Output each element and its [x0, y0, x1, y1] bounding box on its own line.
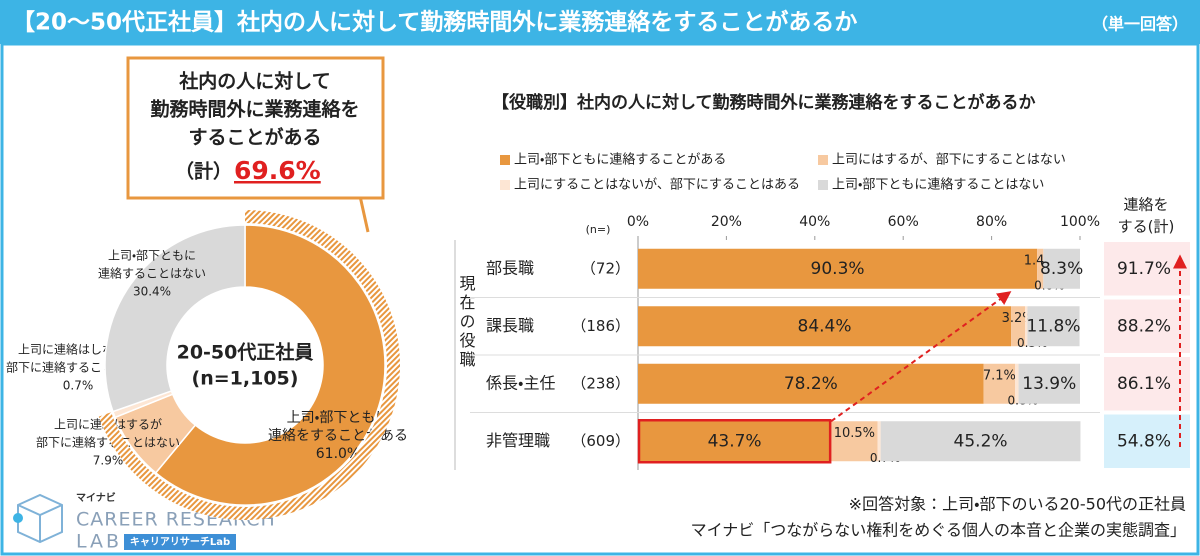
category-label: 課長職	[486, 316, 534, 335]
totals-cell	[1104, 357, 1190, 411]
y-axis-label: 現在の役職	[457, 275, 476, 370]
x-tick-label: 100%	[1060, 214, 1100, 230]
bar-segment	[1025, 306, 1028, 347]
logo: マイナビ CAREER RESEARCH LAB キャリアリサーチLab	[13, 491, 275, 553]
value-label: 90.3%	[811, 259, 865, 279]
sample-header: (n=)	[586, 223, 611, 236]
bar-segment	[1027, 306, 1080, 347]
value-label: 43.7%	[708, 431, 762, 451]
logo-cube	[17, 493, 63, 544]
bar-segment	[1018, 363, 1080, 404]
x-tick-label: 20%	[711, 214, 742, 230]
value-label: 45.2%	[954, 431, 1008, 451]
bar-segment	[1011, 306, 1026, 347]
bar-segment	[638, 421, 832, 462]
highlight-box	[637, 419, 832, 464]
callout-value: 69.6%	[234, 156, 321, 185]
value-label: 7.1%	[983, 368, 1016, 383]
logo-cube-edge	[17, 504, 63, 542]
bar-segment	[638, 306, 1012, 347]
donut-slice	[154, 224, 386, 506]
totals-cell	[1104, 299, 1190, 353]
value-label: 10.5%	[834, 426, 875, 441]
bar-segment	[1037, 248, 1044, 289]
legend-label: 上司・部下ともに連絡することはない	[832, 177, 1044, 193]
header-bar	[0, 0, 1200, 44]
slice-value-label: 30.4%	[133, 285, 171, 299]
logo-sub-bg	[124, 534, 236, 550]
logo-sub: キャリアリサーチLab	[130, 536, 230, 548]
bar-segment	[638, 248, 1038, 289]
totals-cell	[1104, 414, 1190, 468]
totals-value: 86.1%	[1117, 374, 1171, 394]
slice-label: 上司・部下ともに	[287, 410, 390, 426]
callout-line: 勤務時間外に業務連絡を	[150, 98, 359, 121]
value-label: 84.4%	[798, 316, 852, 336]
center-label: 20-50代正社員	[177, 341, 314, 364]
logo-dot	[13, 513, 23, 523]
slice-value-label: 0.7%	[63, 379, 94, 393]
bar-segment	[877, 421, 881, 462]
totals-value: 91.7%	[1117, 259, 1171, 279]
bar-segment	[880, 421, 1081, 462]
footer-note: ※回答対象：上司・部下のいる20-50代の正社員	[849, 495, 1186, 514]
totals-header: 連絡を	[1123, 196, 1168, 214]
legend-label: 上司にはするが、部下にすることはない	[832, 153, 1066, 168]
category-label: 非管理職	[486, 431, 550, 450]
callout-prefix: （計）	[175, 160, 232, 183]
donut-slice	[104, 224, 246, 413]
slice-label: 連絡することはない	[98, 267, 206, 281]
value-label: 13.9%	[1022, 374, 1076, 394]
slice-value-label: 61.0%	[316, 446, 360, 462]
trend-arrow	[830, 291, 1012, 423]
sample-size: （186）	[571, 317, 630, 335]
x-tick-label: 80%	[976, 214, 1007, 230]
bar-segment	[1015, 363, 1019, 404]
header-title: 【20～50代正社員】社内の人に対して勤務時間外に業務連絡をすることがあるか	[12, 9, 857, 36]
slice-label: 部下に連絡することはない	[36, 436, 180, 450]
logo-name: LAB	[76, 531, 122, 553]
sample-size: （238）	[571, 374, 630, 392]
center-label: (n=1,105)	[192, 368, 299, 390]
totals-cell	[1104, 242, 1190, 296]
bar-segment	[1043, 248, 1080, 289]
x-tick-label: 60%	[888, 214, 919, 230]
slice-label: 上司・部下ともに	[108, 249, 196, 263]
slice-value-label: 7.9%	[93, 454, 124, 468]
x-tick-label: 40%	[799, 214, 830, 230]
value-label: 8.3%	[1040, 259, 1083, 279]
header-note: （単一回答）	[1092, 15, 1188, 34]
legend-label: 上司にすることはないが、部下にすることはある	[514, 178, 800, 193]
legend-label: 上司・部下ともに連絡することがある	[514, 152, 726, 168]
callout-box	[126, 56, 385, 200]
bar-segment	[638, 363, 984, 404]
frame	[0, 42, 1200, 556]
chart-title: 【役職別】社内の人に対して勤務時間外に業務連絡をすることがあるか	[492, 92, 1036, 113]
value-label: 11.8%	[1026, 316, 1080, 336]
totals-header: する(計)	[1118, 218, 1175, 236]
callout-line: 社内の人に対して	[178, 70, 330, 93]
legend-swatch	[500, 155, 510, 165]
totals-value: 54.8%	[1117, 431, 1171, 451]
category-label: 係長・主任	[486, 373, 555, 392]
legend-swatch	[818, 155, 828, 165]
category-label: 部長職	[486, 258, 534, 277]
sample-size: （609）	[571, 432, 630, 450]
value-label: 78.2%	[784, 374, 838, 394]
legend-swatch	[500, 180, 510, 190]
footer-source: マイナビ「つながらない権利をめぐる個人の本音と企業の実態調査」	[691, 521, 1186, 540]
x-tick-label: 0%	[627, 214, 649, 230]
totals-value: 88.2%	[1117, 316, 1171, 336]
legend-swatch	[818, 180, 828, 190]
sample-size: （72）	[581, 259, 630, 277]
bar-segment	[831, 421, 878, 462]
callout-connector	[358, 195, 370, 233]
logo-brand: マイナビ	[76, 491, 116, 504]
callout-line: することがある	[188, 126, 321, 149]
slice-label: 連絡をすることがある	[268, 428, 408, 444]
bar-segment	[983, 363, 1016, 404]
